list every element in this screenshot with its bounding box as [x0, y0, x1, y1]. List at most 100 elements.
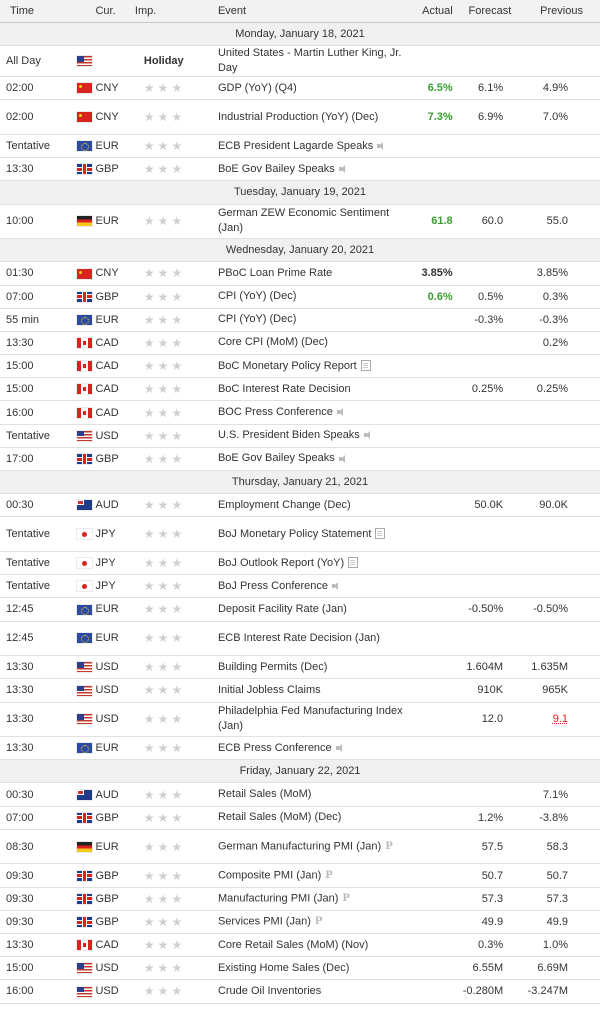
event-row[interactable]: 00:30 AUD ★★★ Retail Sales (MoM) 7.1%: [0, 782, 600, 807]
event-name-cell[interactable]: PBoC Loan Prime Rate: [217, 261, 403, 286]
event-name[interactable]: United States - Martin Luther King, Jr. …: [217, 47, 402, 75]
event-row[interactable]: Tentative JPY ★★★ BoJ Press Conference: [0, 574, 600, 599]
event-name-cell[interactable]: Existing Home Sales (Dec): [217, 956, 403, 981]
event-name-cell[interactable]: ECB President Lagarde Speaks: [217, 134, 403, 159]
event-name-cell[interactable]: Employment Change (Dec): [217, 493, 403, 518]
event-row[interactable]: 13:30 CAD ★★★ Core Retail Sales (MoM) (Nov)…: [0, 933, 600, 958]
event-row[interactable]: 13:30 USD ★★★ Building Permits (Dec) 1.604M 1…: [0, 655, 600, 680]
header-forecast[interactable]: Forecast: [456, 0, 524, 23]
event-name-cell[interactable]: BoJ Outlook Report (YoY): [217, 551, 403, 576]
event-name-cell[interactable]: BoJ Monetary Policy Statement: [217, 516, 403, 552]
event-name-cell[interactable]: German Manufacturing PMI (Jan) P: [217, 829, 403, 865]
event-name[interactable]: BoC Monetary Policy Report: [217, 359, 357, 372]
event-name[interactable]: Deposit Facility Rate (Jan): [217, 602, 347, 615]
event-row[interactable]: 02:00 CNY ★★★ Industrial Production (YoY) (…: [0, 99, 600, 135]
event-name[interactable]: ECB Press Conference: [217, 741, 332, 754]
event-name[interactable]: Initial Jobless Claims: [217, 683, 321, 696]
event-row[interactable]: 09:30 GBP ★★★ Services PMI (Jan) P 49.9 49.9: [0, 910, 600, 935]
event-previous-value[interactable]: 9.1: [552, 713, 568, 726]
event-row[interactable]: 00:30 AUD ★★★ Employment Change (Dec) 50.0K 9…: [0, 493, 600, 518]
event-name[interactable]: BoE Gov Bailey Speaks: [217, 452, 335, 465]
event-row[interactable]: 16:00 USD ★★★ Crude Oil Inventories -0.280M -…: [0, 979, 600, 1004]
event-name-cell[interactable]: BoC Interest Rate Decision: [217, 377, 403, 402]
event-name[interactable]: ECB Interest Rate Decision (Jan): [217, 631, 380, 644]
event-row[interactable]: 16:00 CAD ★★★ BOC Press Conference: [0, 400, 600, 425]
event-name[interactable]: Retail Sales (MoM) (Dec): [217, 811, 342, 824]
event-name-cell[interactable]: ECB Interest Rate Decision (Jan): [217, 621, 403, 657]
event-row[interactable]: 08:30 EUR ★★★ German Manufacturing PMI (Jan…: [0, 829, 600, 865]
event-name-cell[interactable]: BOC Press Conference: [217, 400, 403, 425]
event-row[interactable]: 17:00 GBP ★★★ BoE Gov Bailey Speaks: [0, 447, 600, 472]
event-name-cell[interactable]: Industrial Production (YoY) (Dec): [217, 99, 403, 135]
event-name-cell[interactable]: Core CPI (MoM) (Dec): [217, 331, 403, 356]
event-name[interactable]: German Manufacturing PMI (Jan): [217, 840, 382, 853]
event-name-cell[interactable]: BoE Gov Bailey Speaks: [217, 157, 403, 182]
event-name-cell[interactable]: Philadelphia Fed Manufacturing Index (Ja…: [217, 702, 403, 738]
event-name-cell[interactable]: Retail Sales (MoM): [217, 782, 403, 807]
event-name[interactable]: Existing Home Sales (Dec): [217, 961, 350, 974]
event-name[interactable]: Composite PMI (Jan): [217, 869, 322, 882]
header-actual[interactable]: Actual: [402, 0, 457, 23]
event-name-cell[interactable]: Retail Sales (MoM) (Dec): [217, 806, 403, 830]
event-row[interactable]: 12:45 EUR ★★★ Deposit Facility Rate (Jan) -0…: [0, 597, 600, 622]
event-row[interactable]: 09:30 GBP ★★★ Manufacturing PMI (Jan) P 57.3 5…: [0, 887, 600, 911]
event-name[interactable]: BoJ Monetary Policy Statement: [217, 527, 372, 540]
header-previous[interactable]: Previous: [523, 0, 600, 23]
event-name-cell[interactable]: BoC Monetary Policy Report: [217, 354, 403, 379]
event-name[interactable]: U.S. President Biden Speaks: [217, 429, 360, 442]
event-name-cell[interactable]: Crude Oil Inventories: [217, 979, 403, 1004]
event-row[interactable]: 13:30 GBP ★★★ BoE Gov Bailey Speaks: [0, 157, 600, 182]
event-name[interactable]: BOC Press Conference: [217, 406, 333, 419]
event-name[interactable]: Industrial Production (YoY) (Dec): [217, 110, 379, 123]
event-row[interactable]: 09:30 GBP ★★★ Composite PMI (Jan) P 50.7 50.7: [0, 863, 600, 888]
event-name-cell[interactable]: Manufacturing PMI (Jan) P: [217, 887, 403, 911]
event-name-cell[interactable]: BoE Gov Bailey Speaks: [217, 447, 403, 472]
event-row[interactable]: 13:30 EUR ★★★ ECB Press Conference: [0, 736, 600, 761]
event-row[interactable]: 15:00 CAD ★★★ BoC Interest Rate Decision 0.2…: [0, 377, 600, 402]
event-name-cell[interactable]: Composite PMI (Jan) P: [217, 863, 403, 888]
event-name[interactable]: BoJ Press Conference: [217, 579, 329, 592]
event-name[interactable]: Philadelphia Fed Manufacturing Index (Ja…: [217, 705, 403, 733]
event-name[interactable]: ECB President Lagarde Speaks: [217, 139, 374, 152]
event-name-cell[interactable]: ECB Press Conference: [217, 736, 403, 761]
event-name-cell[interactable]: CPI (YoY) (Dec): [217, 308, 403, 332]
event-name[interactable]: Employment Change (Dec): [217, 498, 351, 511]
event-name[interactable]: PBoC Loan Prime Rate: [217, 266, 333, 279]
event-name-cell[interactable]: Building Permits (Dec): [217, 655, 403, 680]
event-name[interactable]: Core Retail Sales (MoM) (Nov): [217, 938, 369, 951]
event-row[interactable]: Tentative EUR ★★★ ECB President Lagarde Spe…: [0, 134, 600, 159]
event-row[interactable]: 13:30 CAD ★★★ Core CPI (MoM) (Dec) 0.2%: [0, 331, 600, 356]
event-name-cell[interactable]: Services PMI (Jan) P: [217, 910, 403, 935]
event-row[interactable]: 13:30 USD ★★★ Philadelphia Fed Manufacturin…: [0, 702, 600, 738]
header-time[interactable]: Time: [0, 0, 73, 23]
event-name[interactable]: CPI (YoY) (Dec): [217, 313, 297, 326]
event-name-cell[interactable]: GDP (YoY) (Q4): [217, 76, 403, 101]
event-name-cell[interactable]: United States - Martin Luther King, Jr. …: [217, 45, 403, 78]
header-currency[interactable]: Cur.: [95, 0, 135, 23]
event-row[interactable]: 07:00 GBP ★★★ Retail Sales (MoM) (Dec) 1.2% -…: [0, 806, 600, 830]
event-row[interactable]: 15:00 USD ★★★ Existing Home Sales (Dec) 6.55…: [0, 956, 600, 981]
event-name[interactable]: CPI (YoY) (Dec): [217, 290, 297, 303]
event-name[interactable]: Retail Sales (MoM): [217, 788, 312, 801]
event-row[interactable]: 10:00 EUR ★★★ German ZEW Economic Sentiment…: [0, 204, 600, 240]
event-name[interactable]: BoE Gov Bailey Speaks: [217, 162, 335, 175]
event-row[interactable]: 02:00 CNY ★★★ GDP (YoY) (Q4) 6.5% 6.1% 4.9%: [0, 76, 600, 101]
event-name-cell[interactable]: German ZEW Economic Sentiment (Jan): [217, 204, 403, 240]
event-row[interactable]: 07:00 GBP ★★★ CPI (YoY) (Dec) 0.6% 0.5% 0.3%: [0, 285, 600, 309]
event-name[interactable]: Services PMI (Jan): [217, 915, 311, 928]
event-row[interactable]: Tentative JPY ★★★ BoJ Monetary Policy State…: [0, 516, 600, 552]
event-row[interactable]: Tentative JPY ★★★ BoJ Outlook Report (YoY): [0, 551, 600, 576]
event-row[interactable]: 12:45 EUR ★★★ ECB Interest Rate Decision (J…: [0, 621, 600, 657]
event-name[interactable]: Core CPI (MoM) (Dec): [217, 336, 328, 349]
event-name-cell[interactable]: U.S. President Biden Speaks: [217, 424, 403, 448]
event-name-cell[interactable]: BoJ Press Conference: [217, 574, 403, 599]
event-name-cell[interactable]: CPI (YoY) (Dec): [217, 285, 403, 309]
event-name-cell[interactable]: Deposit Facility Rate (Jan): [217, 597, 403, 622]
event-name[interactable]: Crude Oil Inventories: [217, 984, 322, 997]
event-name-cell[interactable]: Initial Jobless Claims: [217, 678, 403, 703]
event-row[interactable]: 01:30 CNY ★★★ PBoC Loan Prime Rate 3.85% 3.85…: [0, 261, 600, 286]
event-name[interactable]: BoJ Outlook Report (YoY): [217, 556, 345, 569]
header-event[interactable]: Event: [217, 0, 403, 23]
event-name[interactable]: Manufacturing PMI (Jan): [217, 892, 339, 905]
event-row[interactable]: 15:00 CAD ★★★ BoC Monetary Policy Report: [0, 354, 600, 379]
